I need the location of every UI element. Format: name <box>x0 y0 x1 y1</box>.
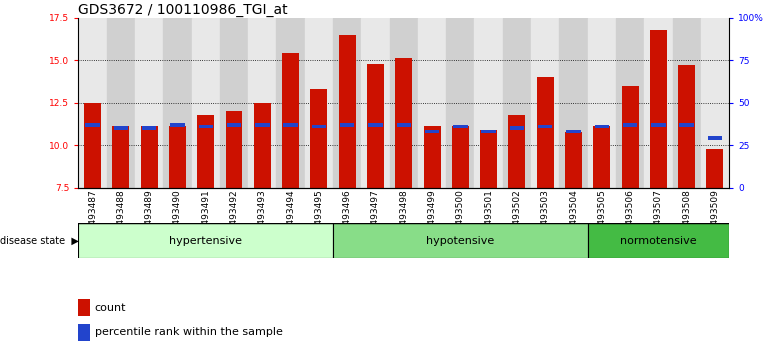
Bar <box>114 126 128 130</box>
Bar <box>361 18 390 188</box>
Bar <box>78 223 333 258</box>
Bar <box>142 126 156 130</box>
Bar <box>283 123 298 127</box>
Bar <box>701 18 729 188</box>
Text: hypertensive: hypertensive <box>169 236 242 246</box>
Bar <box>397 123 411 127</box>
Bar <box>680 123 694 127</box>
Bar <box>191 18 220 188</box>
Bar <box>78 18 107 188</box>
Bar <box>425 130 439 133</box>
Bar <box>390 18 418 188</box>
Bar <box>678 65 695 188</box>
Bar <box>135 18 163 188</box>
Text: count: count <box>95 303 126 313</box>
Bar <box>112 126 129 188</box>
Bar <box>481 130 495 133</box>
Bar <box>220 18 249 188</box>
Bar <box>368 123 383 127</box>
Bar <box>277 18 305 188</box>
Text: disease state  ▶: disease state ▶ <box>0 236 79 246</box>
Bar <box>339 35 356 188</box>
Bar <box>84 103 101 188</box>
Bar <box>531 18 559 188</box>
Bar <box>107 18 135 188</box>
Bar <box>227 123 241 127</box>
Bar <box>616 18 644 188</box>
Bar <box>594 125 609 128</box>
Bar <box>255 123 270 127</box>
Bar <box>282 53 299 188</box>
Bar <box>453 125 467 128</box>
Bar <box>340 123 354 127</box>
Bar <box>503 18 531 188</box>
Bar <box>593 126 610 188</box>
Bar <box>565 132 582 188</box>
Bar <box>622 86 639 188</box>
Bar <box>198 115 214 188</box>
Bar <box>510 126 524 130</box>
Bar <box>480 130 497 188</box>
Bar <box>226 111 242 188</box>
Bar <box>566 130 581 133</box>
Bar <box>706 149 724 188</box>
Bar <box>509 115 525 188</box>
Bar <box>650 30 667 188</box>
Bar <box>446 18 474 188</box>
Bar <box>423 126 441 188</box>
Bar <box>418 18 446 188</box>
Bar <box>474 18 503 188</box>
Bar <box>644 18 673 188</box>
Bar <box>169 126 186 188</box>
Text: hypotensive: hypotensive <box>426 236 495 246</box>
Bar <box>140 126 158 188</box>
Bar <box>254 103 270 188</box>
Bar <box>163 18 191 188</box>
Bar <box>588 223 729 258</box>
Bar <box>395 58 412 188</box>
Bar <box>310 89 328 188</box>
Bar <box>333 18 361 188</box>
Bar <box>538 125 553 128</box>
Bar <box>170 123 185 127</box>
Bar <box>305 18 333 188</box>
Text: normotensive: normotensive <box>620 236 697 246</box>
Bar <box>312 125 326 128</box>
Bar <box>652 123 666 127</box>
Bar <box>367 64 384 188</box>
Bar <box>78 299 90 316</box>
Bar <box>622 123 637 127</box>
Bar <box>537 77 554 188</box>
Bar <box>249 18 277 188</box>
Bar <box>673 18 701 188</box>
Bar <box>559 18 588 188</box>
Bar <box>198 125 213 128</box>
Bar <box>333 223 588 258</box>
Text: GDS3672 / 100110986_TGI_at: GDS3672 / 100110986_TGI_at <box>78 3 288 17</box>
Bar <box>85 123 100 127</box>
Bar <box>588 18 616 188</box>
Text: percentile rank within the sample: percentile rank within the sample <box>95 327 282 337</box>
Bar <box>78 324 90 341</box>
Bar <box>708 137 722 140</box>
Bar <box>452 126 469 188</box>
